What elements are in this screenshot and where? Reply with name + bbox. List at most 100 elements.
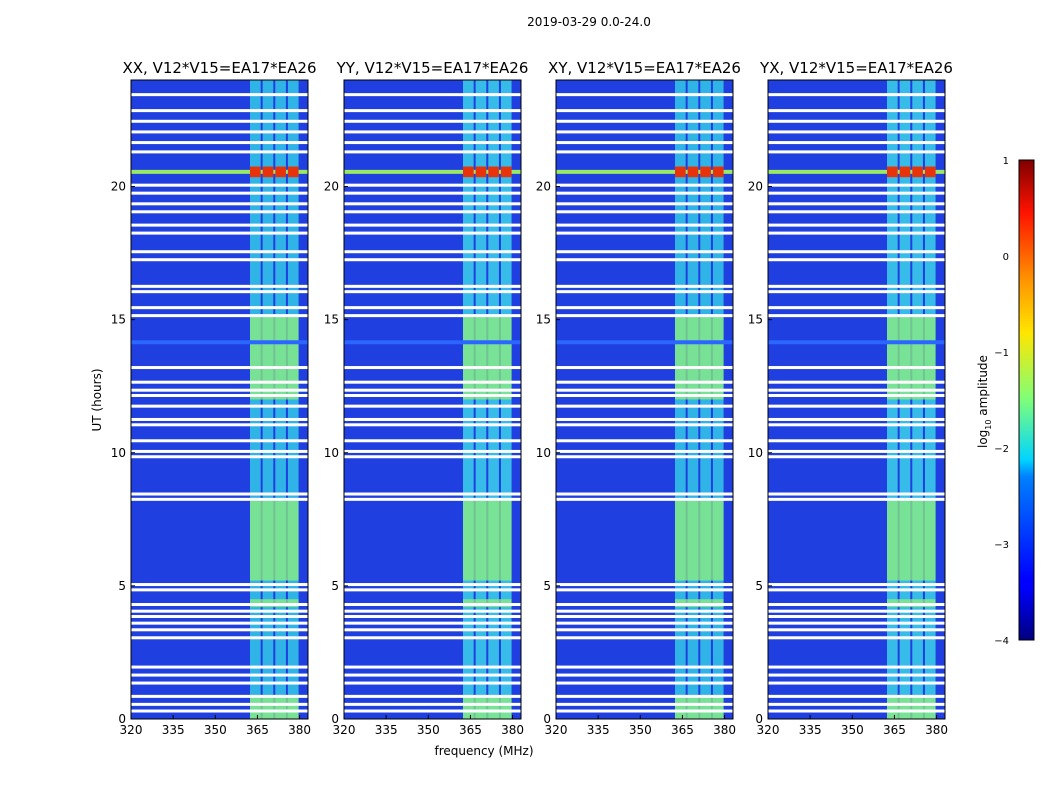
flagged-row xyxy=(344,314,521,318)
flagged-row xyxy=(131,290,308,294)
flagged-row xyxy=(344,250,521,254)
y-tick-label: 15 xyxy=(111,313,126,327)
flagged-row xyxy=(131,191,308,195)
rfi-block xyxy=(275,166,286,178)
flagged-row xyxy=(131,709,308,713)
flagged-row xyxy=(344,119,521,123)
colorbar-tick: −3 xyxy=(994,540,1009,551)
flagged-row xyxy=(344,497,521,501)
flagged-row xyxy=(344,258,521,262)
y-tick-label: 10 xyxy=(324,446,339,460)
flagged-row xyxy=(131,202,308,206)
flagged-row xyxy=(768,284,945,288)
flagged-row xyxy=(768,439,945,443)
flagged-row xyxy=(556,191,733,195)
flagged-row xyxy=(768,449,945,453)
x-tick-label: 320 xyxy=(757,723,780,737)
y-tick-label: 20 xyxy=(111,180,126,194)
flagged-row xyxy=(344,380,521,384)
flagged-row xyxy=(556,439,733,443)
y-tick-label: 20 xyxy=(536,180,551,194)
flagged-row xyxy=(344,388,521,392)
flagged-row xyxy=(556,583,733,587)
rfi-line xyxy=(131,340,308,345)
y-tick-label: 15 xyxy=(748,313,763,327)
rfi-block xyxy=(262,166,274,178)
rfi-block xyxy=(912,166,923,178)
y-tick-label: 5 xyxy=(543,579,551,593)
flagged-row xyxy=(131,258,308,262)
x-tick-label: 365 xyxy=(459,723,482,737)
flagged-row xyxy=(131,694,308,698)
flagged-row xyxy=(556,665,733,669)
flagged-row xyxy=(344,588,521,592)
y-tick-label: 0 xyxy=(331,712,339,726)
x-tick-label: 365 xyxy=(246,723,269,737)
rfi-line xyxy=(768,340,945,345)
x-tick-label: 380 xyxy=(925,723,948,737)
flagged-row xyxy=(768,231,945,235)
flagged-row xyxy=(344,183,521,187)
flagged-row xyxy=(344,455,521,459)
flagged-row xyxy=(768,614,945,618)
flagged-row xyxy=(131,130,308,134)
x-tick-label: 365 xyxy=(883,723,906,737)
flagged-row xyxy=(556,150,733,154)
flagged-row xyxy=(556,681,733,685)
flagged-row xyxy=(556,93,733,97)
flagged-row xyxy=(768,210,945,214)
flagged-row xyxy=(556,588,733,592)
y-axis-label: UT (hours) xyxy=(90,368,104,431)
flagged-row xyxy=(344,284,521,288)
flagged-row xyxy=(768,380,945,384)
x-tick-label: 335 xyxy=(162,723,185,737)
x-tick-label: 320 xyxy=(545,723,568,737)
flagged-row xyxy=(556,628,733,632)
rfi-block xyxy=(887,166,898,178)
flagged-row xyxy=(768,681,945,685)
flagged-row xyxy=(344,628,521,632)
band-segment xyxy=(250,500,299,581)
flagged-row xyxy=(344,614,521,618)
rfi-block xyxy=(475,166,487,178)
flagged-row xyxy=(131,492,308,496)
flagged-row xyxy=(556,423,733,427)
flagged-row xyxy=(131,284,308,288)
flagged-row xyxy=(131,583,308,587)
flagged-row xyxy=(556,231,733,235)
flagged-row xyxy=(768,258,945,262)
panel-title: XY, V12*V15=EA17*EA26 xyxy=(548,59,741,77)
flagged-row xyxy=(344,694,521,698)
rfi-line xyxy=(131,169,308,174)
flagged-row xyxy=(131,394,308,398)
band-segment xyxy=(675,314,724,400)
colorbar-tick: 1 xyxy=(1003,156,1009,167)
x-tick-label: 335 xyxy=(375,723,398,737)
flagged-row xyxy=(344,621,521,625)
flagged-row xyxy=(556,492,733,496)
band-segment xyxy=(463,314,512,400)
flagged-row xyxy=(131,380,308,384)
flagged-row xyxy=(131,621,308,625)
flagged-row xyxy=(131,314,308,318)
y-tick-label: 5 xyxy=(331,579,339,593)
axes-frame xyxy=(555,79,734,720)
flagged-row xyxy=(131,609,308,613)
colorbar-gradient xyxy=(1018,159,1035,641)
figure-title: 2019-03-29 0.0-24.0 xyxy=(527,15,651,29)
flagged-row xyxy=(768,202,945,206)
flagged-row xyxy=(131,306,308,310)
x-tick-label: 350 xyxy=(841,723,864,737)
flagged-row xyxy=(556,109,733,113)
flagged-row xyxy=(131,455,308,459)
flagged-row xyxy=(344,231,521,235)
flagged-row xyxy=(556,210,733,214)
x-tick-label: 320 xyxy=(333,723,356,737)
flagged-row xyxy=(768,665,945,669)
x-tick-label: 380 xyxy=(713,723,736,737)
flagged-row xyxy=(344,130,521,134)
flagged-row xyxy=(131,231,308,235)
axes-frame xyxy=(130,79,309,720)
y-tick-label: 5 xyxy=(755,579,763,593)
panel-title: XX, V12*V15=EA17*EA26 xyxy=(122,59,316,77)
